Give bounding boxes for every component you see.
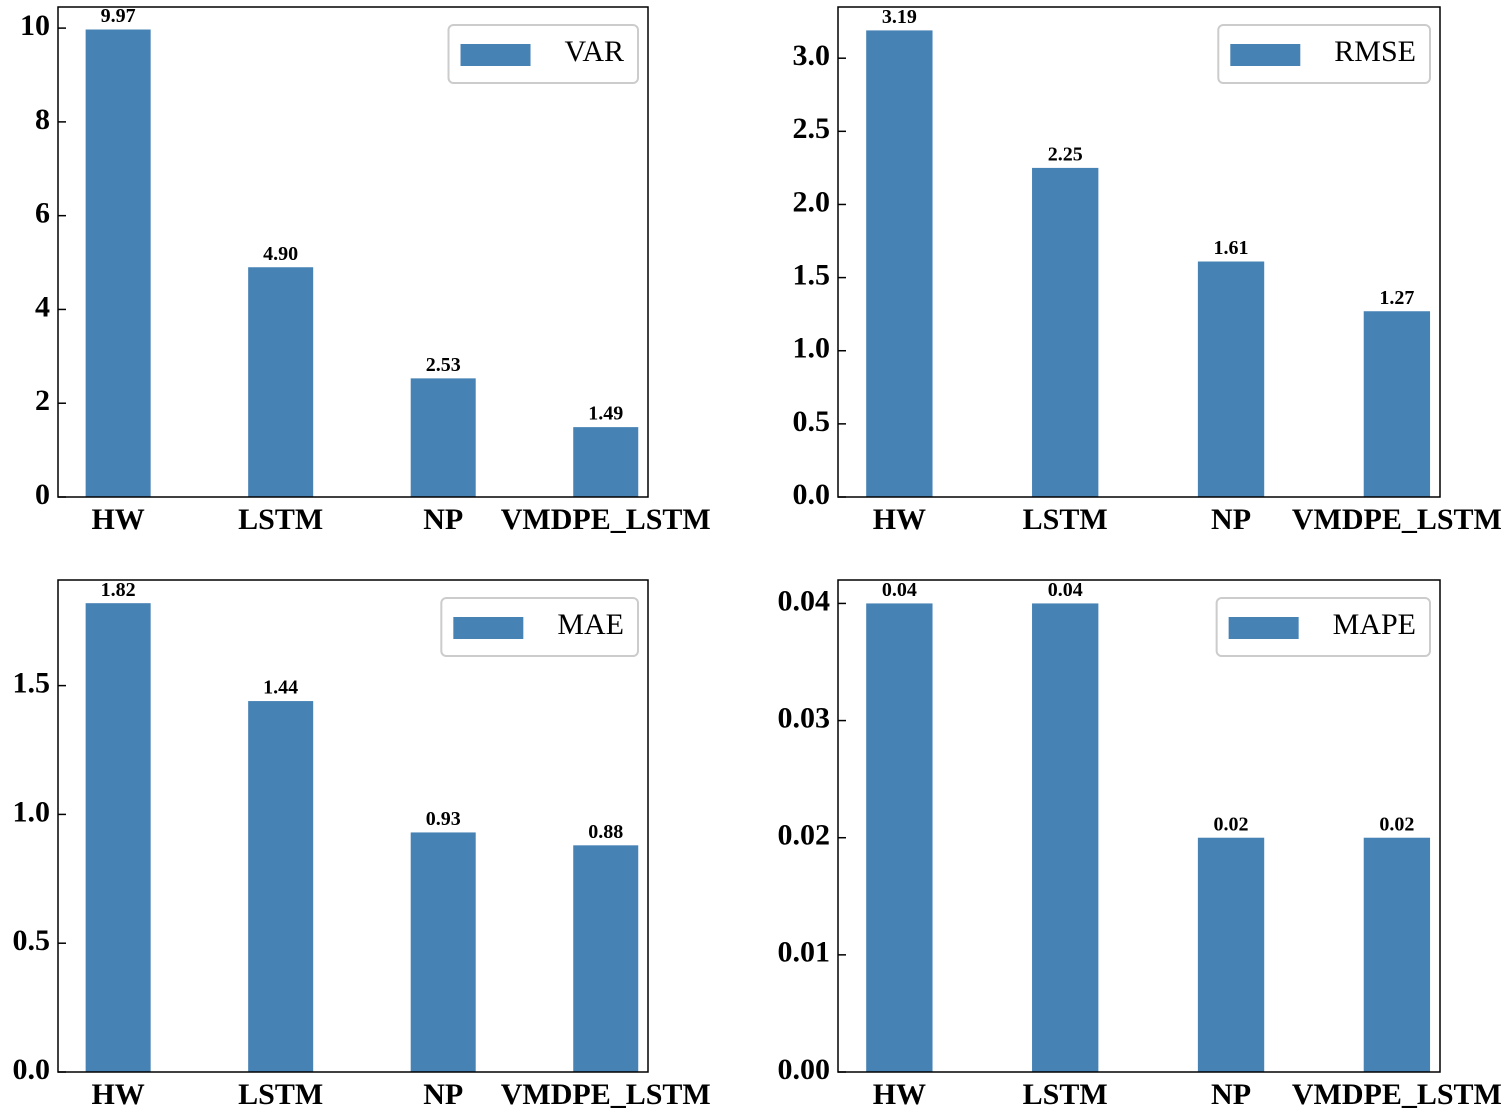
bar [1197, 837, 1265, 1072]
x-tick-label: HW [91, 1078, 144, 1111]
panel: 0 2 4 6 8 10 9.97 4.90 2.53 1.49 HW LSTM NP VMDPE_LST… [20, 5, 711, 536]
y-tick-label: 6 [35, 197, 50, 230]
plot-frame [57, 579, 649, 1073]
x-tick-label: VMDPE_LSTM [501, 1078, 711, 1111]
x-tick-label: LSTM [238, 503, 323, 536]
legend-frame [447, 24, 639, 84]
panel: 0.0 0.5 1.0 1.5 2.0 2.5 3.0 3.19 2.25 1.61 1.27 HW L… [793, 6, 1502, 536]
legend: MAPE [1215, 597, 1431, 657]
legend-label: VAR [565, 35, 624, 68]
value-label: 2.53 [426, 354, 461, 376]
bar [410, 832, 476, 1072]
bar [248, 267, 314, 497]
y-tick-label: 1.5 [13, 667, 51, 700]
y-tick-label: 2.5 [793, 112, 831, 145]
y-tick-label: 1.0 [793, 332, 831, 365]
bar [1032, 603, 1099, 1072]
y-tick-label: 0.0 [13, 1053, 51, 1086]
y-tick-label: 0.01 [778, 936, 831, 969]
y-tick-label: 1.5 [793, 258, 831, 291]
legend-swatch [1230, 44, 1301, 66]
bar [85, 29, 151, 498]
bar [1032, 167, 1099, 498]
legend-label: RMSE [1334, 35, 1416, 68]
x-tick-label: NP [1211, 1078, 1251, 1111]
y-tick-label: 1.0 [13, 795, 51, 828]
bar [248, 701, 314, 1072]
value-label: 0.88 [588, 821, 623, 843]
panel: 0.00 0.01 0.02 0.03 0.04 0.04 0.04 0.02 0.02 HW LS… [778, 579, 1502, 1111]
x-tick-label: LSTM [1023, 1078, 1108, 1111]
legend-frame [440, 597, 639, 657]
y-tick-label: 2.0 [793, 185, 831, 218]
legend-swatch [1228, 617, 1299, 639]
y-tick-label: 8 [35, 103, 50, 136]
y-tick-label: 0.03 [778, 701, 831, 734]
bar [866, 603, 933, 1072]
value-label: 3.19 [882, 6, 917, 28]
value-label: 1.27 [1379, 287, 1414, 309]
value-label: 2.25 [1048, 143, 1083, 165]
y-tick-label: 4 [35, 290, 50, 323]
legend-swatch [460, 44, 531, 66]
y-tick-label: 0.5 [13, 924, 51, 957]
x-tick-label: NP [423, 1078, 463, 1111]
x-tick-label: VMDPE_LSTM [1292, 1078, 1502, 1111]
legend-frame [1215, 597, 1431, 657]
x-tick-label: HW [873, 503, 926, 536]
x-tick-label: HW [91, 503, 144, 536]
legend-label: MAE [557, 608, 624, 641]
y-tick-label: 0.02 [778, 819, 831, 852]
value-label: 9.97 [101, 5, 136, 27]
x-tick-label: NP [423, 503, 463, 536]
value-label: 1.44 [263, 677, 298, 699]
legend-frame [1217, 24, 1431, 84]
y-tick-label: 0.00 [778, 1053, 831, 1086]
legend: RMSE [1217, 24, 1431, 84]
y-tick-label: 0.5 [793, 405, 831, 438]
bar [573, 427, 639, 497]
bar [1363, 837, 1431, 1072]
x-tick-label: VMDPE_LSTM [1292, 503, 1502, 536]
y-tick-label: 0.0 [793, 478, 831, 511]
bar [85, 603, 151, 1072]
value-label: 0.93 [426, 808, 461, 830]
bar [1363, 311, 1431, 497]
x-tick-label: NP [1211, 503, 1251, 536]
legend: MAE [440, 597, 639, 657]
legend-label: MAPE [1333, 608, 1416, 641]
y-tick-label: 10 [20, 9, 50, 42]
value-label: 1.49 [588, 403, 623, 425]
bar [1197, 261, 1265, 497]
y-tick-label: 0 [35, 478, 50, 511]
x-tick-label: LSTM [238, 1078, 323, 1111]
value-label: 1.61 [1214, 237, 1249, 259]
x-tick-label: LSTM [1023, 503, 1108, 536]
bar [410, 378, 476, 497]
panel: 0.0 0.5 1.0 1.5 1.82 1.44 0.93 0.88 HW LSTM NP VMDP… [13, 579, 711, 1111]
value-label: 0.02 [1379, 813, 1414, 835]
value-label: 0.02 [1214, 813, 1249, 835]
y-tick-label: 3.0 [793, 39, 831, 72]
plot-frame [837, 6, 1441, 498]
value-label: 0.04 [1048, 579, 1083, 601]
plot-frame [837, 579, 1441, 1073]
value-label: 1.82 [101, 579, 136, 601]
value-label: 0.04 [882, 579, 917, 601]
y-tick-label: 0.04 [778, 584, 831, 617]
legend: VAR [447, 24, 639, 84]
y-tick-label: 2 [35, 384, 50, 417]
bar [866, 30, 933, 497]
value-label: 4.90 [263, 243, 298, 265]
legend-swatch [453, 617, 524, 639]
bar [573, 845, 639, 1072]
x-tick-label: VMDPE_LSTM [501, 503, 711, 536]
x-tick-label: HW [873, 1078, 926, 1111]
plot-frame [57, 6, 649, 498]
